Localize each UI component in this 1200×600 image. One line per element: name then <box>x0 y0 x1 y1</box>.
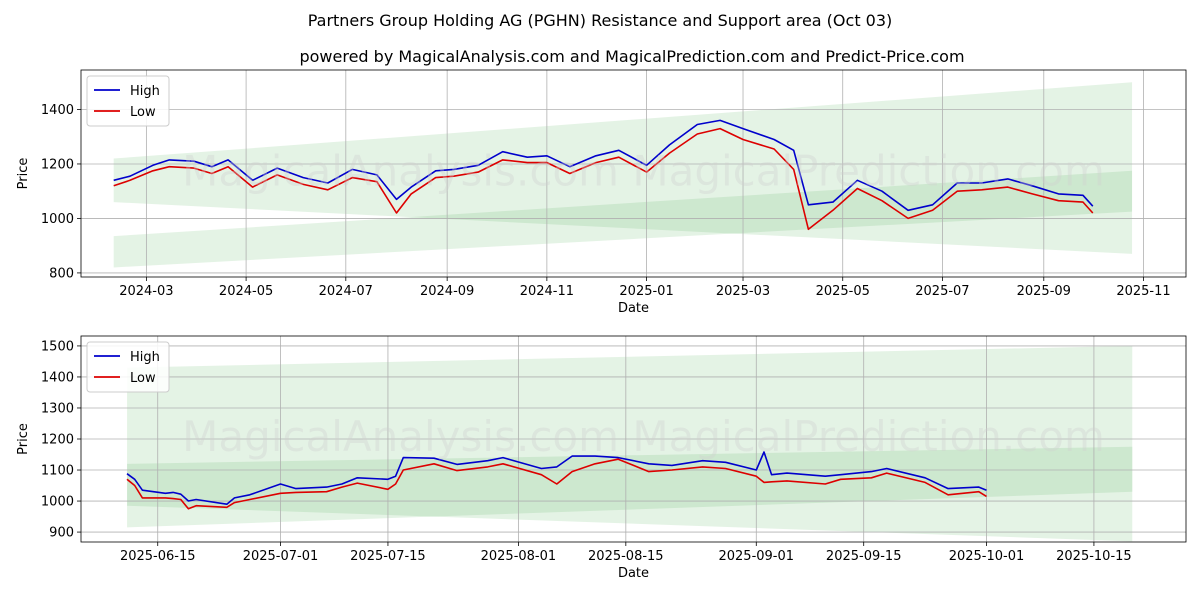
series-line-high <box>113 119 1094 212</box>
y-tick-label: 1500 <box>41 339 74 354</box>
legend-label-low: Low <box>130 105 156 120</box>
chart-title: Partners Group Holding AG (PGHN) Resista… <box>308 11 893 30</box>
chart-subtitle: powered by MagicalAnalysis.com and Magic… <box>299 47 964 66</box>
x-tick-label: 2025-08-01 <box>481 549 557 564</box>
chart-panel-2: 2025-06-15 2025-07-01 2025-07-15 2025-08-01… <box>16 335 1187 581</box>
y-tick-label: 1300 <box>41 401 74 416</box>
x-tick-label: 2024-07 <box>319 284 373 299</box>
x-tick-label: 2024-05 <box>219 284 273 299</box>
x-tick-label: 2025-06-15 <box>120 549 196 564</box>
x-tick-label: 2024-11 <box>520 284 574 299</box>
watermark-text: MagicalAnalysis.com MagicalPrediction.co… <box>182 147 1105 196</box>
y-tick-label: 1000 <box>41 212 74 227</box>
legend-label-high: High <box>130 350 160 365</box>
x-tick-label: 2025-11 <box>1116 284 1170 299</box>
x-tick-label: 2025-07-15 <box>350 549 426 564</box>
legend-box <box>86 75 170 127</box>
band-upper-area <box>127 345 1133 542</box>
series-group <box>126 451 987 510</box>
x-tick-label: 2025-09-01 <box>718 549 794 564</box>
series-line-low <box>113 127 1094 231</box>
band-group <box>113 82 1133 268</box>
x-tick-label: 2025-10-01 <box>949 549 1025 564</box>
x-tick-label: 2025-09-15 <box>826 549 902 564</box>
plot-frame <box>80 69 1187 278</box>
y-tick-label: 1400 <box>41 103 74 118</box>
band-lower-area <box>127 446 1133 528</box>
chart-panel-1: 2024-03 2024-05 2024-07 2024-09 2024-11 2025-… <box>16 69 1187 316</box>
legend-label-high: High <box>130 84 160 99</box>
plot-frame <box>80 335 1187 543</box>
legend: High Low <box>86 341 170 393</box>
y-tick-label: 1400 <box>41 370 74 385</box>
x-tick-label: 2025-03 <box>716 284 770 299</box>
x-tick-label: 2025-09 <box>1017 284 1071 299</box>
x-tick-label: 2025-07-01 <box>243 549 319 564</box>
legend-label-low: Low <box>130 371 156 386</box>
series-line-high <box>126 451 987 506</box>
legend-box <box>86 341 170 393</box>
y-tick-label: 900 <box>49 526 74 541</box>
x-tick-label: 2024-03 <box>119 284 173 299</box>
y-axis-label: Price <box>16 423 31 455</box>
x-tick-label: 2025-05 <box>816 284 870 299</box>
y-tick-label: 800 <box>49 266 74 281</box>
x-axis-label: Date <box>618 301 649 316</box>
band-upper-area <box>113 82 1133 254</box>
x-tick-label: 2025-10-15 <box>1056 549 1132 564</box>
series-line-low <box>126 458 987 510</box>
x-tick-label: 2025-07 <box>915 284 969 299</box>
legend: High Low <box>86 75 170 127</box>
y-tick-label: 1100 <box>41 464 74 479</box>
band-lower-area <box>113 170 1133 268</box>
x-tick-label: 2025-08-15 <box>588 549 664 564</box>
chart-panels: 2024-03 2024-05 2024-07 2024-09 2024-11 2025-… <box>16 69 1187 581</box>
y-tick-label: 1000 <box>41 495 74 510</box>
watermark-text: MagicalAnalysis.com MagicalPrediction.co… <box>182 412 1105 461</box>
x-tick-label: 2024-09 <box>420 284 474 299</box>
series-group <box>113 119 1094 231</box>
y-axis-label: Price <box>16 158 31 190</box>
x-axis-label: Date <box>618 566 649 581</box>
band-group <box>127 345 1133 542</box>
y-tick-label: 1200 <box>41 433 74 448</box>
y-tick-label: 1200 <box>41 157 74 172</box>
x-tick-label: 2025-01 <box>619 284 673 299</box>
